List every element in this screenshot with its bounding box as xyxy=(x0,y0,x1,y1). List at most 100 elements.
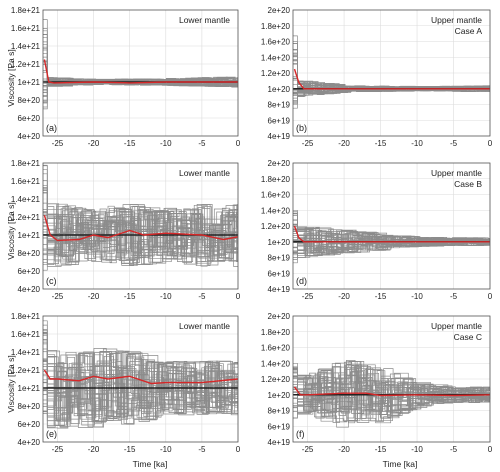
panel-a-ytick-label-6: 1.6e+21 xyxy=(11,24,41,33)
panel-c-ytick-label-4: 1.2e+21 xyxy=(11,213,41,222)
panel-f-xtick-label-4: -5 xyxy=(450,445,458,454)
panel-d-letter: (d) xyxy=(296,276,307,286)
panel-e-title-line-0: Lower mantle xyxy=(179,321,230,331)
panel-a-title-line-0: Lower mantle xyxy=(179,15,230,25)
panel-e-realization-23 xyxy=(43,329,238,411)
panel-e-ytick-label-0: 4e+20 xyxy=(18,438,41,447)
panel-b-ytick-label-3: 1e+20 xyxy=(268,85,291,94)
panel-a-ytick-label-1: 6e+20 xyxy=(18,114,41,123)
panel-f-ytick-label-5: 1.4e+20 xyxy=(261,359,291,368)
panel-f-ytick-label-2: 8e+19 xyxy=(268,407,291,416)
panel-b-xtick-label-5: 0 xyxy=(488,139,493,148)
panel-d-realization-37 xyxy=(293,227,490,255)
panel-c-xtick-label-1: -20 xyxy=(88,292,100,301)
figure-ylabel-row2: Viscosity [Pa s] xyxy=(6,202,16,259)
panel-c-title-line-0: Lower mantle xyxy=(179,168,230,178)
panel-d-ytick-label-8: 2e+20 xyxy=(268,159,291,168)
panel-a-ytick-label-3: 1e+21 xyxy=(18,78,41,87)
panel-e-xtick-label-2: -15 xyxy=(124,445,136,454)
panel-c-ytick-label-2: 8e+20 xyxy=(18,249,41,258)
panel-e-realization-34 xyxy=(43,362,238,421)
figure-xlabel-left: Time [ka] xyxy=(133,459,168,469)
panel-c-realization-27 xyxy=(43,164,238,263)
panel-d-title-line-0: Upper mantle xyxy=(431,168,482,178)
panel-f-ytick-label-1: 6e+19 xyxy=(268,422,291,431)
panel-f-xtick-label-3: -10 xyxy=(411,445,423,454)
figure-ylabel-row3: Viscosity [Pa s] xyxy=(6,355,16,412)
panel-e-realization-38 xyxy=(43,332,238,416)
panel-d-realization-38 xyxy=(293,224,490,253)
panel-c-realization-29 xyxy=(43,205,238,267)
panel-d-ytick-label-6: 1.6e+20 xyxy=(261,191,291,200)
panel-a-xtick-label-4: -5 xyxy=(198,139,206,148)
panel-e-realization-22 xyxy=(43,341,238,426)
panel-d-xtick-label-0: -25 xyxy=(302,292,314,301)
panel-e-frame xyxy=(42,315,239,443)
panel-c: 4e+20 6e+20 8e+20 1e+21 1.2e+21 1.4e+21 1.6e+2… xyxy=(11,159,241,301)
panel-e-realization-39 xyxy=(43,329,238,416)
panel-e-ytick-label-7: 1.8e+21 xyxy=(11,312,41,321)
panel-f-xtick-label-0: -25 xyxy=(302,445,314,454)
panel-a-ytick-label-7: 1.8e+21 xyxy=(11,6,41,15)
panel-f-realization-37 xyxy=(293,368,490,423)
panel-c-ytick-label-3: 1e+21 xyxy=(18,231,41,240)
panel-c-realization-34 xyxy=(43,209,238,257)
panel-c-xtick-label-3: -10 xyxy=(160,292,172,301)
panel-c-ytick-label-6: 1.6e+21 xyxy=(11,177,41,186)
panel-b-realization-39 xyxy=(293,79,490,93)
panel-f-realization-36 xyxy=(293,370,490,419)
panel-b-ytick-label-5: 1.4e+20 xyxy=(261,53,291,62)
panel-b-ytick-label-8: 2e+20 xyxy=(268,6,291,15)
panel-d-xtick-label-4: -5 xyxy=(450,292,458,301)
panel-e-xtick-label-1: -20 xyxy=(88,445,100,454)
panel-f-title-line-1: Case C xyxy=(454,332,482,342)
panel-a-xtick-label-2: -15 xyxy=(124,139,136,148)
panel-c-ensemble xyxy=(43,164,238,271)
panel-f-realization-38 xyxy=(293,370,490,413)
panel-b-xtick-label-3: -10 xyxy=(411,139,423,148)
panel-f-xtick-label-1: -20 xyxy=(338,445,350,454)
panel-e-xtick-label-0: -25 xyxy=(52,445,64,454)
panel-d-mean-line xyxy=(293,225,490,243)
panel-e-letter: (e) xyxy=(46,429,57,439)
panel-e-realization-35 xyxy=(43,343,238,422)
panel-f-realization-33 xyxy=(293,364,490,422)
panel-d-ytick-label-3: 1e+20 xyxy=(268,238,291,247)
figure-xlabel-right: Time [ka] xyxy=(383,459,418,469)
panel-f-ytick-label-4: 1.2e+20 xyxy=(261,375,291,384)
panel-f-letter: (f) xyxy=(296,429,305,439)
panel-d-xtick-label-3: -10 xyxy=(411,292,423,301)
panel-c-realization-19 xyxy=(43,202,238,261)
panel-b-frame xyxy=(292,9,491,137)
panel-b-ytick-label-0: 4e+19 xyxy=(268,132,291,141)
panel-e-xtick-label-3: -10 xyxy=(160,445,172,454)
panel-b-xtick-label-1: -20 xyxy=(338,139,350,148)
panel-f-title-line-0: Upper mantle xyxy=(431,321,482,331)
panel-b-xtick-label-0: -25 xyxy=(302,139,314,148)
panel-d-ytick-label-2: 8e+19 xyxy=(268,254,291,263)
panel-c-realization-31 xyxy=(43,203,238,256)
panel-b-ytick-label-1: 6e+19 xyxy=(268,116,291,125)
panel-d-title-line-1: Case B xyxy=(454,179,482,189)
panel-c-xtick-label-4: -5 xyxy=(198,292,206,301)
panel-f-ytick-label-7: 1.8e+20 xyxy=(261,328,291,337)
panel-d-ytick-label-1: 6e+19 xyxy=(268,269,291,278)
panel-c-realization-38 xyxy=(43,207,238,261)
panel-e-ytick-label-2: 8e+20 xyxy=(18,402,41,411)
panel-a-letter: (a) xyxy=(46,123,57,133)
panel-d-realization-28 xyxy=(293,235,490,256)
panel-d-ytick-label-5: 1.4e+20 xyxy=(261,206,291,215)
panel-a-xtick-label-5: 0 xyxy=(236,139,241,148)
panel-c-xtick-label-2: -15 xyxy=(124,292,136,301)
panel-e-ytick-label-3: 1e+21 xyxy=(18,384,41,393)
panel-c-ytick-label-7: 1.8e+21 xyxy=(11,159,41,168)
panel-e-realization-29 xyxy=(43,361,238,427)
panel-a-ytick-label-2: 8e+20 xyxy=(18,96,41,105)
panel-c-xtick-label-0: -25 xyxy=(52,292,64,301)
panel-f-xtick-label-2: -15 xyxy=(375,445,387,454)
panel-b-ytick-label-4: 1.2e+20 xyxy=(261,69,291,78)
panel-a-xtick-label-0: -25 xyxy=(52,139,64,148)
panel-c-frame xyxy=(42,162,239,290)
panel-d-xtick-label-2: -15 xyxy=(375,292,387,301)
